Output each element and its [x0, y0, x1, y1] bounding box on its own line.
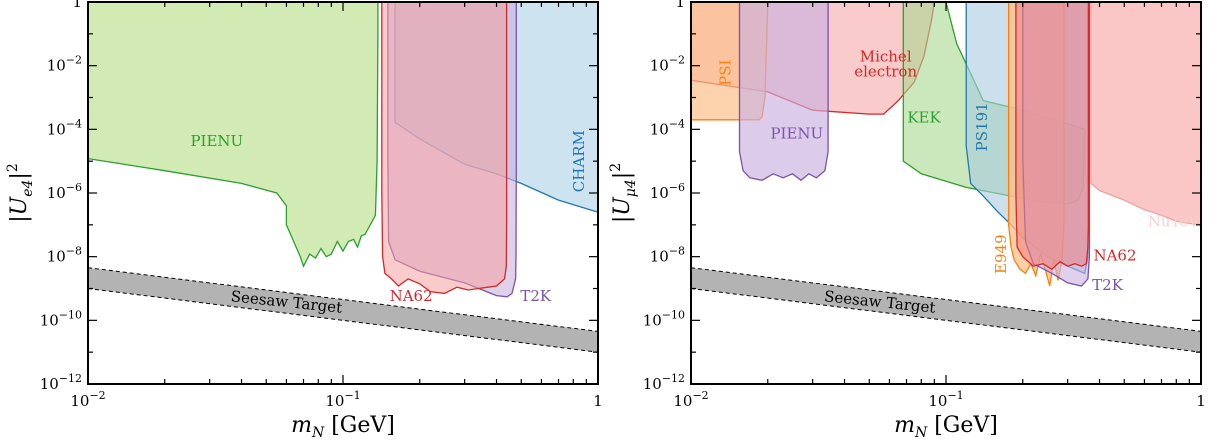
label-t2k: T2K [520, 287, 552, 305]
y-tick-label: 10−8 [47, 245, 82, 266]
y-tick-label: 10−6 [650, 181, 685, 202]
seesaw-band [691, 267, 1201, 353]
y-tick-label: 10−12 [40, 372, 82, 393]
plot-area [88, 2, 598, 353]
y-tick-label: 10−10 [643, 308, 685, 329]
x-tick-label: 10−2 [673, 389, 708, 410]
seesaw-band [88, 267, 598, 353]
label-electron: electron [854, 63, 917, 81]
label-kek: KEK [907, 108, 941, 126]
y-tick-label: 10−2 [650, 54, 685, 75]
y-axis-label: |Ue4|2 [5, 163, 36, 223]
seesaw-upper-line [88, 267, 598, 332]
y-tick-label: 10−10 [40, 308, 82, 329]
region-nutev [1090, 2, 1201, 226]
label-psi: PSI [717, 60, 735, 86]
label-nutev: NuTeV [1148, 212, 1201, 230]
x-tick-label: 10−2 [70, 389, 105, 410]
y-tick-label: 10−6 [47, 181, 82, 202]
region-na62 [1015, 2, 1090, 271]
y-tick-label: 1 [675, 0, 685, 11]
seesaw-upper-line [691, 267, 1201, 332]
label-michel: Michel [860, 48, 912, 66]
region-pienu [738, 2, 829, 182]
label-na62: NA62 [1093, 247, 1136, 265]
seesaw-lower-line [88, 288, 598, 353]
label-na62: NA62 [390, 287, 433, 305]
x-tick-label: 10−1 [325, 389, 360, 410]
y-tick-label: 10−8 [650, 245, 685, 266]
x-tick-label: 1 [593, 392, 603, 410]
label-charm: CHARM [570, 130, 588, 192]
x-axis-label: mN [GeV] [291, 413, 395, 441]
label-e949: E949 [992, 234, 1010, 274]
y-tick-label: 10−4 [47, 117, 82, 138]
region-pienu [88, 2, 379, 268]
y-tick-label: 1 [72, 0, 82, 11]
x-tick-label: 10−1 [928, 389, 963, 410]
y-tick-label: 10−2 [47, 54, 82, 75]
seesaw-lower-line [691, 288, 1201, 353]
label-pienu: PIENU [770, 124, 823, 142]
y-axis-label: |Uμ4|2 [608, 163, 639, 223]
label-t2k: T2K [1092, 276, 1124, 294]
x-axis-label: mN [GeV] [894, 413, 998, 441]
region-na62 [381, 2, 508, 295]
y-tick-label: 10−4 [650, 117, 685, 138]
plot-area [691, 2, 1201, 353]
label-ps191: PS191 [973, 102, 991, 151]
label-pienu: PIENU [190, 132, 243, 150]
x-tick-label: 1 [1196, 392, 1206, 410]
y-tick-label: 10−12 [643, 372, 685, 393]
